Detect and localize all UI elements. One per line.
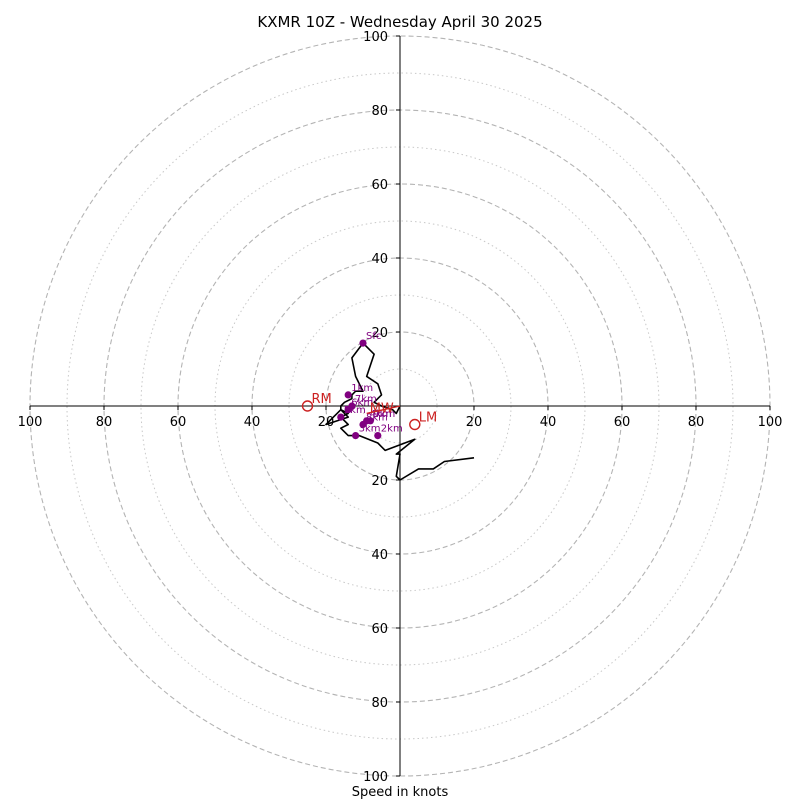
height-marker-Sfc (359, 339, 367, 347)
y-tick-label: 80 (371, 104, 388, 119)
right-mover-marker (301, 400, 314, 412)
x-tick-label: 40 (244, 415, 261, 430)
x-tick-label: 80 (688, 415, 705, 430)
storm-motion-vectors: MW RM LM (301, 392, 437, 431)
y-tick-label: 60 (371, 622, 388, 637)
y-tick-label: 60 (371, 178, 388, 193)
height-label-6km: 6km (351, 398, 373, 409)
y-tick-label: 20 (371, 326, 388, 341)
height-label-2km: 2km (381, 424, 403, 435)
height-label-5km: 5km (344, 405, 366, 416)
x-tick-label: 40 (540, 415, 557, 430)
height-label-1km: 1km (351, 383, 373, 394)
x-tick-label: 60 (614, 415, 631, 430)
y-tick-label: 80 (371, 696, 388, 711)
height-marker-5km (337, 413, 345, 421)
mean-wind-vector (366, 405, 401, 415)
height-marker-2km (374, 432, 382, 440)
mean-wind-label: MW (370, 401, 394, 416)
y-tick-label: 40 (371, 548, 388, 563)
hodograph-line (325, 342, 475, 481)
right-mover-label: RM (312, 392, 332, 407)
x-tick-label: 100 (758, 415, 783, 430)
hodograph-trace (325, 342, 475, 481)
y-tick-label: 100 (363, 30, 388, 45)
left-mover-label: LM (419, 411, 437, 426)
x-tick-label: 80 (96, 415, 113, 430)
height-label-8km: 8km (366, 413, 388, 424)
height-marker-9km (366, 417, 374, 425)
left-mover-marker (409, 418, 421, 431)
height-label-Sfc: Sfc (366, 331, 381, 342)
chart-title: KXMR 10Z - Wednesday April 30 2025 (257, 13, 542, 31)
height-marker-3km (352, 432, 360, 440)
y-tick-label: 40 (371, 252, 388, 267)
height-label-9km: 9km (373, 409, 395, 420)
height-marker-7km (348, 402, 356, 410)
height-label-7km: 7km (355, 394, 377, 405)
x-tick-label: 60 (170, 415, 187, 430)
x-axis-label: Speed in knots (352, 785, 449, 800)
height-label-4km: 4km (370, 409, 392, 420)
x-tick-label: 20 (466, 415, 483, 430)
height-marker-1km (344, 391, 352, 399)
tick-labels: 100 100 80 80 60 60 40 40 20 20 20 20 40 40 60 60 80 80 10… (18, 30, 783, 785)
x-tick-label: 20 (318, 415, 335, 430)
x-tick-label: 100 (18, 415, 43, 430)
y-tick-label: 20 (371, 474, 388, 489)
height-label-3km: 3km (359, 424, 381, 435)
height-marker-8km (359, 420, 367, 429)
y-tick-label: 100 (363, 770, 388, 785)
